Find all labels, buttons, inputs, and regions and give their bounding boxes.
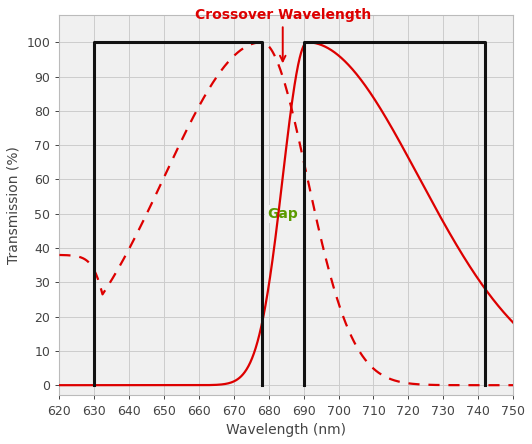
Y-axis label: Transmission (%): Transmission (%) xyxy=(7,146,21,264)
X-axis label: Wavelength (nm): Wavelength (nm) xyxy=(226,423,346,437)
Text: Gap: Gap xyxy=(268,207,298,221)
Text: Crossover Wavelength: Crossover Wavelength xyxy=(195,8,371,61)
